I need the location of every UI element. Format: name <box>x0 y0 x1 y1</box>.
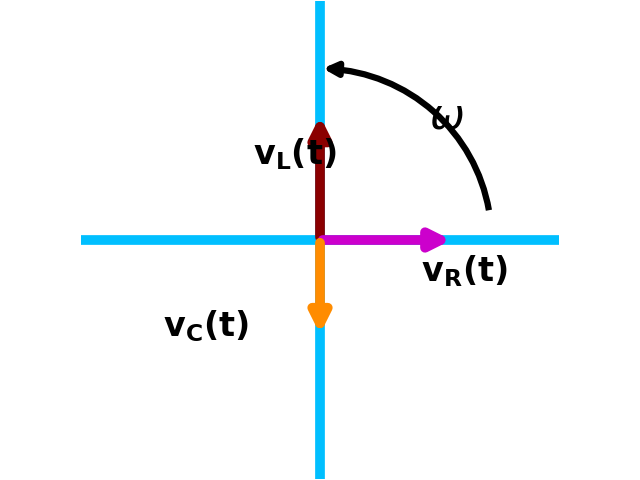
Text: ω: ω <box>429 96 464 138</box>
Text: $\mathbf{v_{R}(t)}$: $\mathbf{v_{R}(t)}$ <box>420 253 508 289</box>
Text: $\mathbf{v_{C}(t)}$: $\mathbf{v_{C}(t)}$ <box>163 308 249 344</box>
Text: $\mathbf{v_{L}(t)}$: $\mathbf{v_{L}(t)}$ <box>253 136 337 172</box>
